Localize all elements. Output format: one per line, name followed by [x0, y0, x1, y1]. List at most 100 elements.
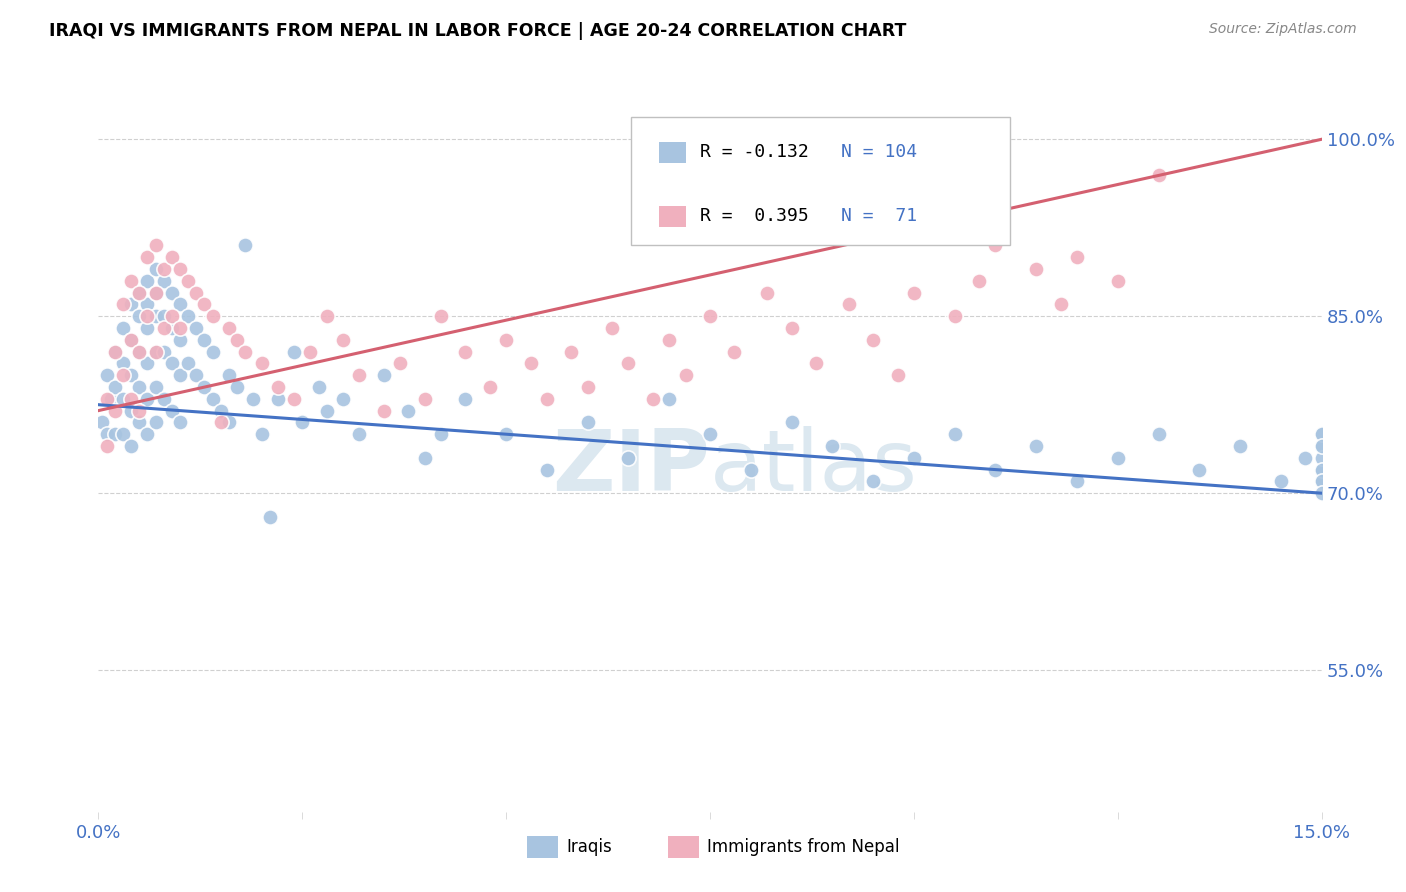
Point	[111, 297, 134, 311]
Point	[699, 427, 721, 442]
Point	[160, 356, 183, 370]
Text: R =  0.395: R = 0.395	[700, 207, 808, 225]
Point	[177, 274, 200, 288]
Point	[299, 344, 322, 359]
Point	[91, 416, 114, 430]
Point	[96, 439, 118, 453]
Point	[104, 427, 127, 442]
Point	[576, 416, 599, 430]
Point	[218, 321, 240, 335]
Point	[160, 403, 183, 417]
FancyBboxPatch shape	[630, 117, 1010, 245]
Point	[780, 416, 803, 430]
Point	[136, 392, 159, 406]
Point	[111, 356, 134, 370]
Point	[478, 380, 501, 394]
Point	[1270, 475, 1292, 489]
Point	[454, 392, 477, 406]
Point	[641, 392, 664, 406]
Point	[160, 250, 183, 264]
Point	[903, 450, 925, 465]
Point	[111, 427, 134, 442]
Point	[136, 250, 159, 264]
Point	[136, 297, 159, 311]
Point	[519, 356, 541, 370]
Point	[120, 439, 142, 453]
Point	[600, 321, 623, 335]
Point	[226, 333, 249, 347]
Point	[145, 380, 167, 394]
Point	[454, 344, 477, 359]
Point	[1294, 450, 1316, 465]
Point	[430, 310, 453, 324]
Point	[128, 380, 150, 394]
Point	[283, 392, 305, 406]
Point	[1310, 450, 1333, 465]
Point	[495, 333, 517, 347]
Point	[177, 356, 200, 370]
Point	[821, 439, 844, 453]
Point	[136, 427, 159, 442]
Point	[536, 462, 558, 476]
Point	[1188, 462, 1211, 476]
Point	[413, 392, 436, 406]
Point	[128, 344, 150, 359]
Point	[186, 321, 208, 335]
Point	[560, 344, 582, 359]
Point	[838, 297, 860, 311]
Point	[186, 368, 208, 383]
Point	[1107, 450, 1129, 465]
Point	[967, 274, 990, 288]
Point	[120, 368, 142, 383]
Point	[104, 403, 127, 417]
Point	[250, 356, 273, 370]
Point	[169, 333, 191, 347]
Point	[373, 368, 395, 383]
Point	[430, 427, 453, 442]
Point	[1066, 250, 1088, 264]
Point	[100, 392, 122, 406]
Point	[1229, 439, 1251, 453]
Point	[886, 368, 908, 383]
Point	[111, 321, 134, 335]
Point	[169, 416, 191, 430]
Point	[128, 403, 150, 417]
Point	[169, 321, 191, 335]
Point	[1025, 439, 1047, 453]
Point	[160, 310, 183, 324]
Point	[104, 344, 127, 359]
Point	[1310, 475, 1333, 489]
Text: R = -0.132: R = -0.132	[700, 143, 808, 161]
Text: N =  71: N = 71	[841, 207, 917, 225]
Point	[984, 462, 1007, 476]
Point	[145, 262, 167, 277]
Point	[120, 333, 142, 347]
Point	[120, 297, 142, 311]
Point	[804, 356, 827, 370]
Point	[111, 392, 134, 406]
Point	[169, 368, 191, 383]
Point	[1310, 439, 1333, 453]
Point	[267, 392, 290, 406]
Point	[658, 333, 681, 347]
Point	[201, 392, 224, 406]
Text: N = 104: N = 104	[841, 143, 917, 161]
Point	[128, 285, 150, 300]
Point	[136, 310, 159, 324]
Point	[389, 356, 412, 370]
Point	[160, 285, 183, 300]
Point	[315, 403, 337, 417]
Point	[233, 238, 256, 252]
Point	[120, 274, 142, 288]
Point	[1310, 462, 1333, 476]
Point	[233, 344, 256, 359]
Point	[136, 356, 159, 370]
Point	[756, 285, 779, 300]
Point	[104, 344, 127, 359]
Point	[984, 238, 1007, 252]
Point	[373, 403, 395, 417]
Point	[160, 321, 183, 335]
Point	[120, 392, 142, 406]
Point	[193, 333, 215, 347]
Point	[218, 368, 240, 383]
